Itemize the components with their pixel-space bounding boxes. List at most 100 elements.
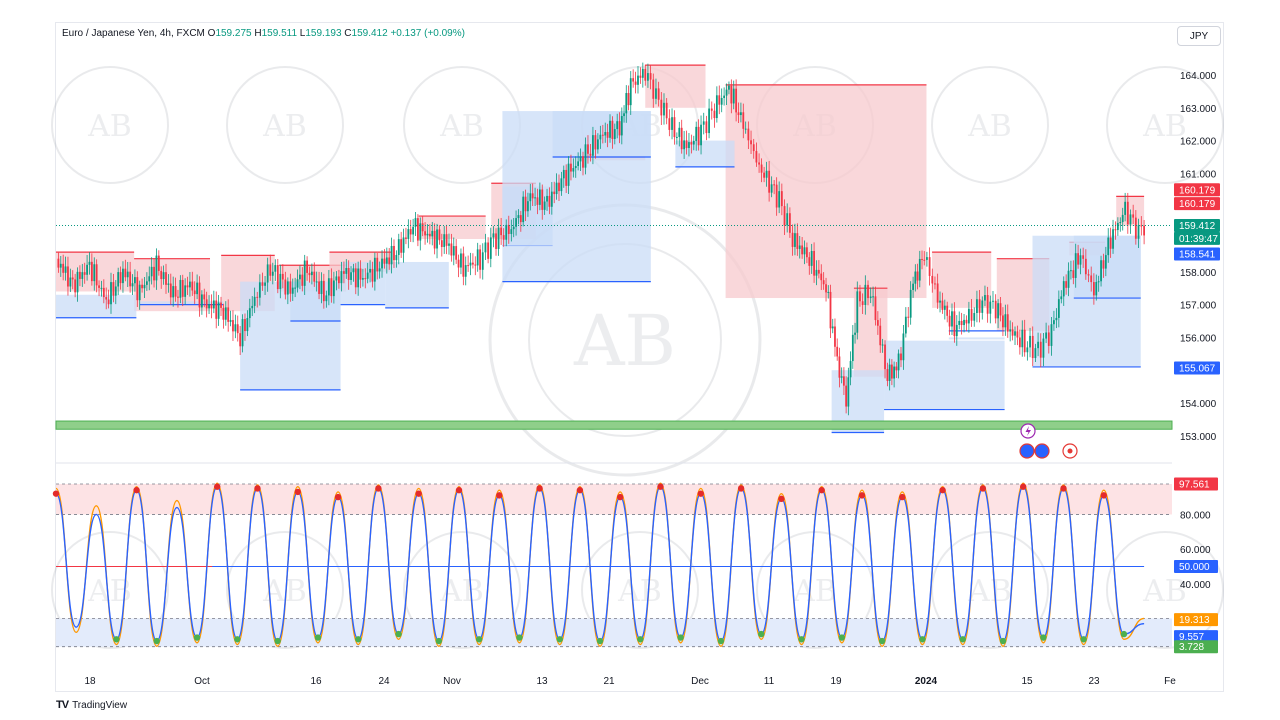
candle-body [1021, 329, 1024, 348]
candle-body [869, 296, 872, 299]
candle-body [373, 257, 376, 282]
candle-body [671, 117, 673, 130]
candle-body [191, 281, 194, 291]
candle-body [685, 140, 688, 149]
brand-name[interactable]: TradingView [72, 699, 128, 711]
candle-body [426, 233, 429, 236]
candle-body [383, 258, 386, 264]
currency-button[interactable]: JPY [1177, 26, 1221, 46]
time-axis-tick: Nov [443, 676, 461, 687]
footer: TV TradingView [56, 699, 127, 711]
candle-body [64, 266, 67, 273]
symbol-name[interactable]: Euro / Japanese Yen, 4h, FXCM [62, 28, 205, 39]
candle-body [989, 301, 992, 314]
candle-body [169, 283, 172, 298]
flag-event-icon [1034, 443, 1050, 459]
candle-body [229, 320, 232, 322]
candle-body [327, 278, 330, 296]
candle-body [1097, 281, 1100, 283]
candle-body [114, 286, 117, 296]
candle-body [381, 258, 383, 269]
candle-body [747, 128, 750, 141]
price-badge-label: 155.067 [1179, 364, 1216, 375]
candle-body [941, 300, 944, 310]
oversold-dot [556, 636, 563, 643]
overbought-dot [1060, 485, 1067, 492]
stoch-axis-tick: 40.000 [1180, 580, 1211, 591]
candle-body [318, 281, 320, 294]
candle-body [888, 364, 891, 381]
candle-body [744, 128, 747, 130]
candle-body [702, 121, 705, 125]
watermark-small-initials: AB [1142, 574, 1187, 609]
candle-body [796, 233, 799, 249]
candle-body [725, 89, 728, 96]
price-axis-tick: 162.000 [1180, 137, 1217, 148]
candle-body [735, 88, 738, 113]
oversold-dot [153, 637, 160, 645]
overbought-dot [52, 490, 60, 497]
candle-body [203, 294, 206, 300]
candle-body [354, 268, 357, 288]
candle-body [893, 366, 896, 379]
candle-body [322, 280, 325, 302]
candle-body [936, 283, 939, 303]
candle-body [1050, 324, 1053, 346]
stoch-badge-label: 50.000 [1179, 562, 1210, 573]
candle-body [153, 266, 155, 281]
high-value: 159.511 [261, 28, 298, 39]
candle-body [594, 135, 597, 150]
overbought-dot [818, 486, 825, 494]
candle-body [310, 271, 313, 276]
candle-body [232, 320, 234, 332]
candle-body [854, 332, 856, 335]
candle-body [786, 213, 789, 226]
candle-body [798, 245, 801, 249]
tradingview-logo-icon[interactable]: TV [56, 699, 69, 711]
candle-body [412, 226, 415, 235]
candle-body [1143, 225, 1145, 236]
candle-body [984, 295, 986, 301]
price-axis-tick: 157.000 [1180, 301, 1217, 312]
candle-body [308, 272, 311, 276]
candle-body [369, 268, 371, 273]
candle-body [562, 169, 565, 179]
candle-body [820, 273, 823, 281]
candle-body [330, 278, 333, 297]
resistance-block [418, 216, 486, 239]
time-axis-tick: 11 [764, 676, 775, 687]
price-badge [1174, 197, 1220, 211]
candle-body [861, 301, 864, 305]
candle-body [678, 127, 681, 137]
candle-body [385, 257, 388, 264]
candle-body [794, 233, 796, 247]
candle-body [224, 307, 227, 320]
candle-body [1126, 201, 1129, 225]
candle-body [484, 242, 487, 253]
overbought-dot [576, 486, 584, 494]
candle-body [1034, 348, 1037, 359]
lightning-bolt-icon [1025, 426, 1031, 436]
candle-body [673, 117, 676, 138]
stoch-badge [1174, 477, 1218, 491]
candle-body [926, 257, 928, 260]
candle-body [560, 178, 563, 192]
candle-body [419, 223, 422, 241]
candle-body [817, 269, 820, 274]
candle-body [1140, 225, 1143, 227]
candle-body [627, 93, 630, 106]
candle-body [939, 300, 941, 303]
candle-body [663, 102, 665, 116]
candle-body [534, 197, 536, 199]
candle-body [582, 156, 584, 168]
candle-body [587, 144, 589, 154]
candle-body [845, 385, 848, 407]
candle-body [251, 305, 254, 309]
candle-body [352, 268, 355, 273]
symbol-header: Euro / Japanese Yen, 4h, FXCM O159.275 H… [62, 28, 465, 39]
candle-body [474, 264, 477, 266]
candle-body [507, 224, 510, 235]
candle-body [555, 182, 558, 195]
candle-body [765, 170, 768, 178]
time-axis-tick: 24 [378, 676, 390, 687]
